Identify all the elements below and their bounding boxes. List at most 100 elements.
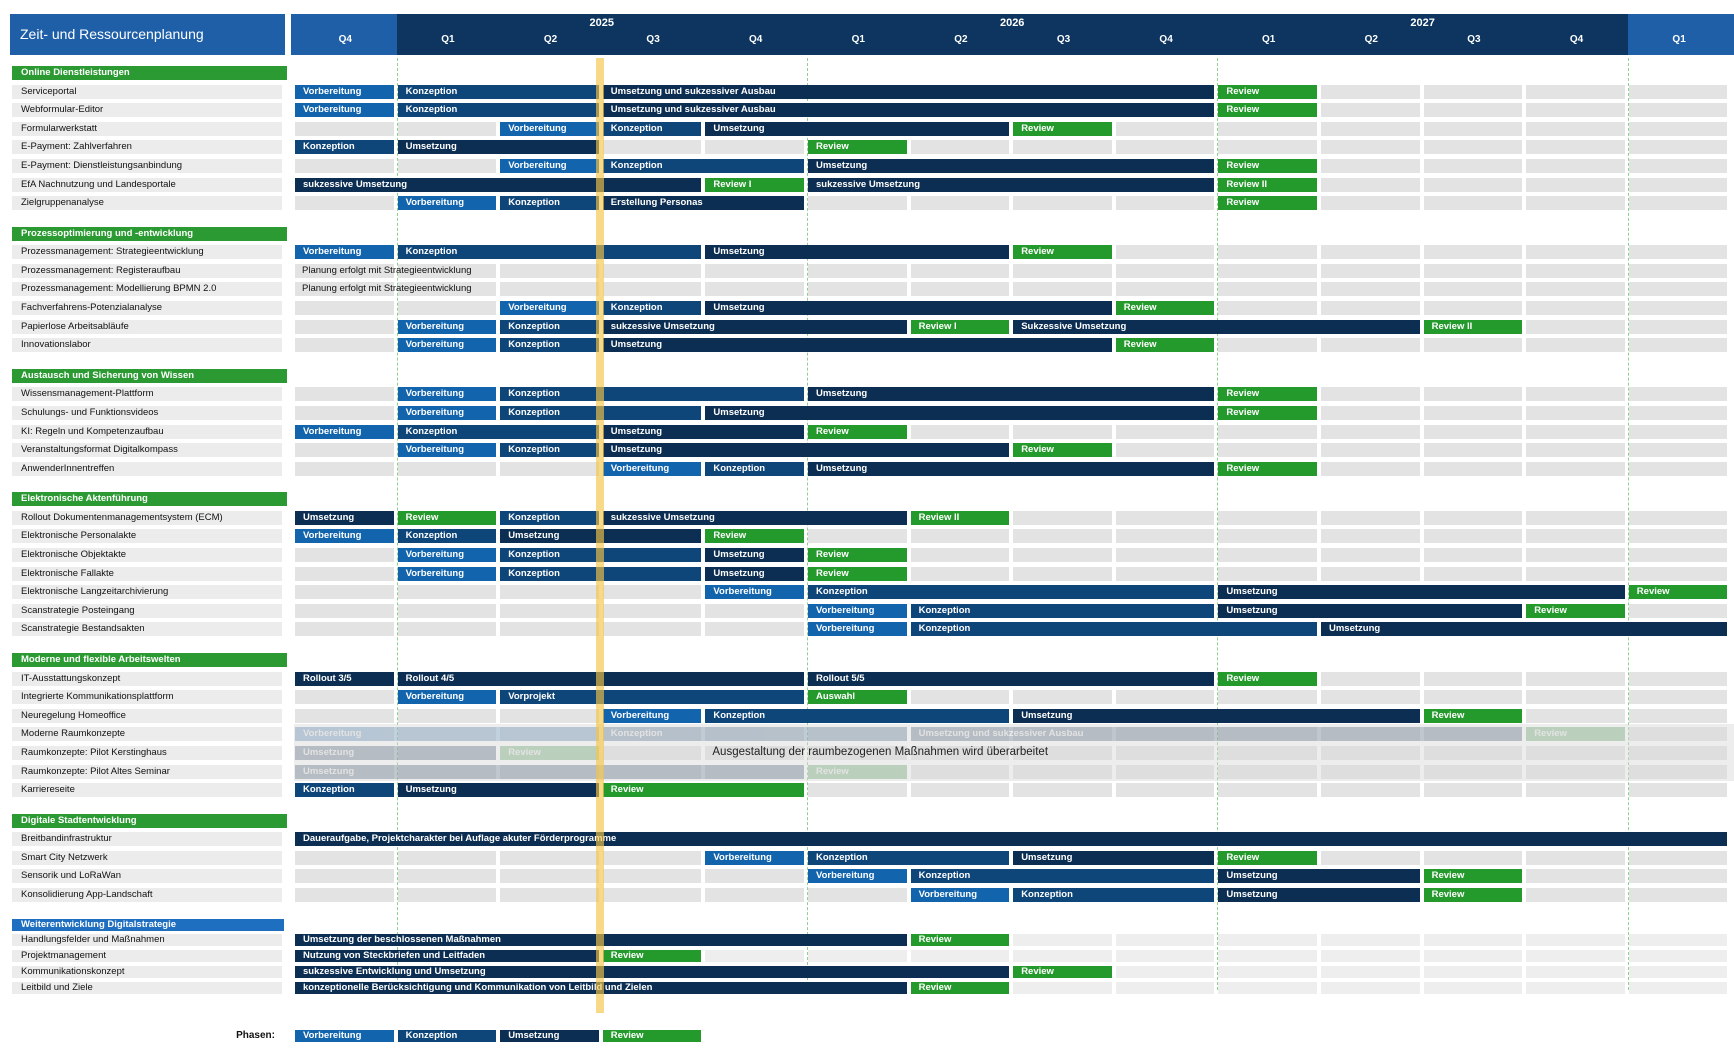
timeline-cell: [500, 708, 599, 723]
timeline-cell: [1628, 949, 1728, 962]
phase-bar: Review: [1115, 301, 1215, 315]
phase-bar: Review: [1115, 338, 1215, 353]
phase-bar: Konzeption: [397, 245, 702, 260]
timeline-cell: [1423, 282, 1523, 297]
phase-bar: Konzeption: [397, 103, 599, 118]
phase-bar: Vorbereitung: [397, 405, 497, 420]
timeline-cell: [1321, 196, 1420, 211]
timeline-cell: [1115, 121, 1215, 136]
phase-bar: Umsetzung: [705, 405, 1215, 420]
timeline-cell: [1013, 981, 1112, 994]
phase-bar: Vorbereitung: [808, 603, 907, 618]
timeline-cell: [1013, 140, 1112, 155]
task-label: Wissensmanagement-Plattform: [12, 387, 282, 402]
phase-bar: Umsetzung: [602, 424, 804, 439]
phase-bar: sukzessive Umsetzung: [295, 177, 702, 192]
timeline-cell: [1423, 850, 1523, 865]
phase-bar: Umsetzung: [295, 764, 804, 779]
timeline-cell: [910, 548, 1010, 562]
quarter-label: Q4: [338, 34, 352, 45]
timeline-cell: [1321, 158, 1420, 173]
timeline-cell: [1218, 981, 1317, 994]
phase-bar: Konzeption: [910, 869, 1215, 884]
task-label: Konsolidierung App-Landschaft: [12, 888, 282, 902]
timeline-cell: [397, 708, 497, 723]
current-date-marker: [595, 58, 604, 1013]
timeline-cell: [397, 745, 497, 760]
timeline-cell: [1423, 121, 1523, 136]
phase-bar: Konzeption: [910, 603, 1215, 618]
phase-bar: Review: [1526, 603, 1625, 618]
phase-bar: Nutzung von Steckbriefen und Leitfaden: [295, 949, 599, 962]
timeline-cell: [1526, 263, 1625, 278]
legend-item: Umsetzung: [500, 1030, 599, 1042]
timeline-cell: [1628, 319, 1728, 334]
timeline-cell: [1115, 140, 1215, 155]
phase-bar: Umsetzung und sukzessiver Ausbau: [602, 103, 1215, 118]
phase-bar: Review: [602, 783, 804, 798]
timeline-cell: [295, 745, 394, 760]
phase-bar: Vorbereitung: [397, 443, 497, 458]
timeline-cell: [1321, 263, 1420, 278]
timeline-cell: [1628, 424, 1728, 439]
phase-bar: Konzeption: [295, 783, 394, 798]
timeline-cell: [397, 301, 497, 315]
timeline-cell: [808, 783, 907, 798]
timeline-cell: [1628, 121, 1728, 136]
task-label: Sensorik und LoRaWan: [12, 869, 282, 884]
timeline-cell: [1526, 387, 1625, 402]
timeline-cell: [500, 603, 599, 618]
timeline-cell: [1218, 338, 1317, 353]
timeline-cell: [500, 263, 599, 278]
task-label: Raumkonzepte: Pilot Kerstinghaus: [12, 745, 282, 760]
phase-bar: Review: [1628, 585, 1728, 600]
timeline-cell: [1423, 949, 1523, 962]
phase-bar: sukzessive Umsetzung: [602, 319, 907, 334]
quarter-label: Q4: [749, 34, 763, 45]
overlay-note: Ausgestaltung der raumbezogenen Maßnahme…: [712, 745, 1049, 758]
timeline-cell: [1628, 196, 1728, 211]
timeline-cell: [295, 888, 394, 902]
year-band: [1217, 14, 1628, 55]
phase-bar: Review: [1423, 869, 1523, 884]
timeline-cell: [1115, 933, 1215, 946]
timeline-cell: [397, 727, 497, 742]
timeline-cell: [397, 263, 497, 278]
year-label: 2027: [1410, 17, 1435, 29]
phase-bar: Rollout 5/5: [808, 671, 1215, 686]
timeline-cell: [1321, 671, 1420, 686]
timeline-cell: [1013, 529, 1112, 544]
timeline-cell: [1321, 981, 1420, 994]
timeline-cell: [1526, 850, 1625, 865]
timeline-cell: [1526, 764, 1625, 779]
timeline-cell: [910, 764, 1010, 779]
timeline-cell: [1628, 869, 1728, 884]
timeline-cell: [295, 566, 394, 581]
timeline-cell: [1526, 981, 1625, 994]
phase-bar: Umsetzung: [1218, 603, 1523, 618]
timeline-cell: [1218, 566, 1317, 581]
timeline-cell: [1526, 566, 1625, 581]
timeline-cell: [1628, 103, 1728, 118]
year-divider: [1627, 58, 1629, 990]
task-label: KI: Regeln und Kompetenzaufbau: [12, 424, 282, 439]
timeline-cell: [1321, 282, 1420, 297]
task-label: EfA Nachnutzung und Landesportale: [12, 177, 282, 192]
task-label: E-Payment: Dienstleistungsanbindung: [12, 158, 282, 173]
timeline-cell: [1013, 690, 1112, 705]
task-label: Innovationslabor: [12, 338, 282, 353]
page-title: Zeit- und Ressourcenplanung: [10, 14, 285, 55]
timeline-cell: [397, 121, 497, 136]
timeline-cell: [1218, 690, 1317, 705]
timeline-cell: [1321, 850, 1420, 865]
timeline-cell: [1526, 338, 1625, 353]
phase-bar: Konzeption: [500, 510, 599, 525]
timeline-cell: [1115, 510, 1215, 525]
timeline-cell: [910, 566, 1010, 581]
task-label: Scanstrategie Bestandsakten: [12, 622, 282, 637]
timeline-cell: [1115, 745, 1215, 760]
timeline-cell: [397, 158, 497, 173]
quarter-label: Q2: [954, 34, 968, 45]
timeline-cell: [1218, 443, 1317, 458]
timeline-cell: [808, 745, 907, 760]
